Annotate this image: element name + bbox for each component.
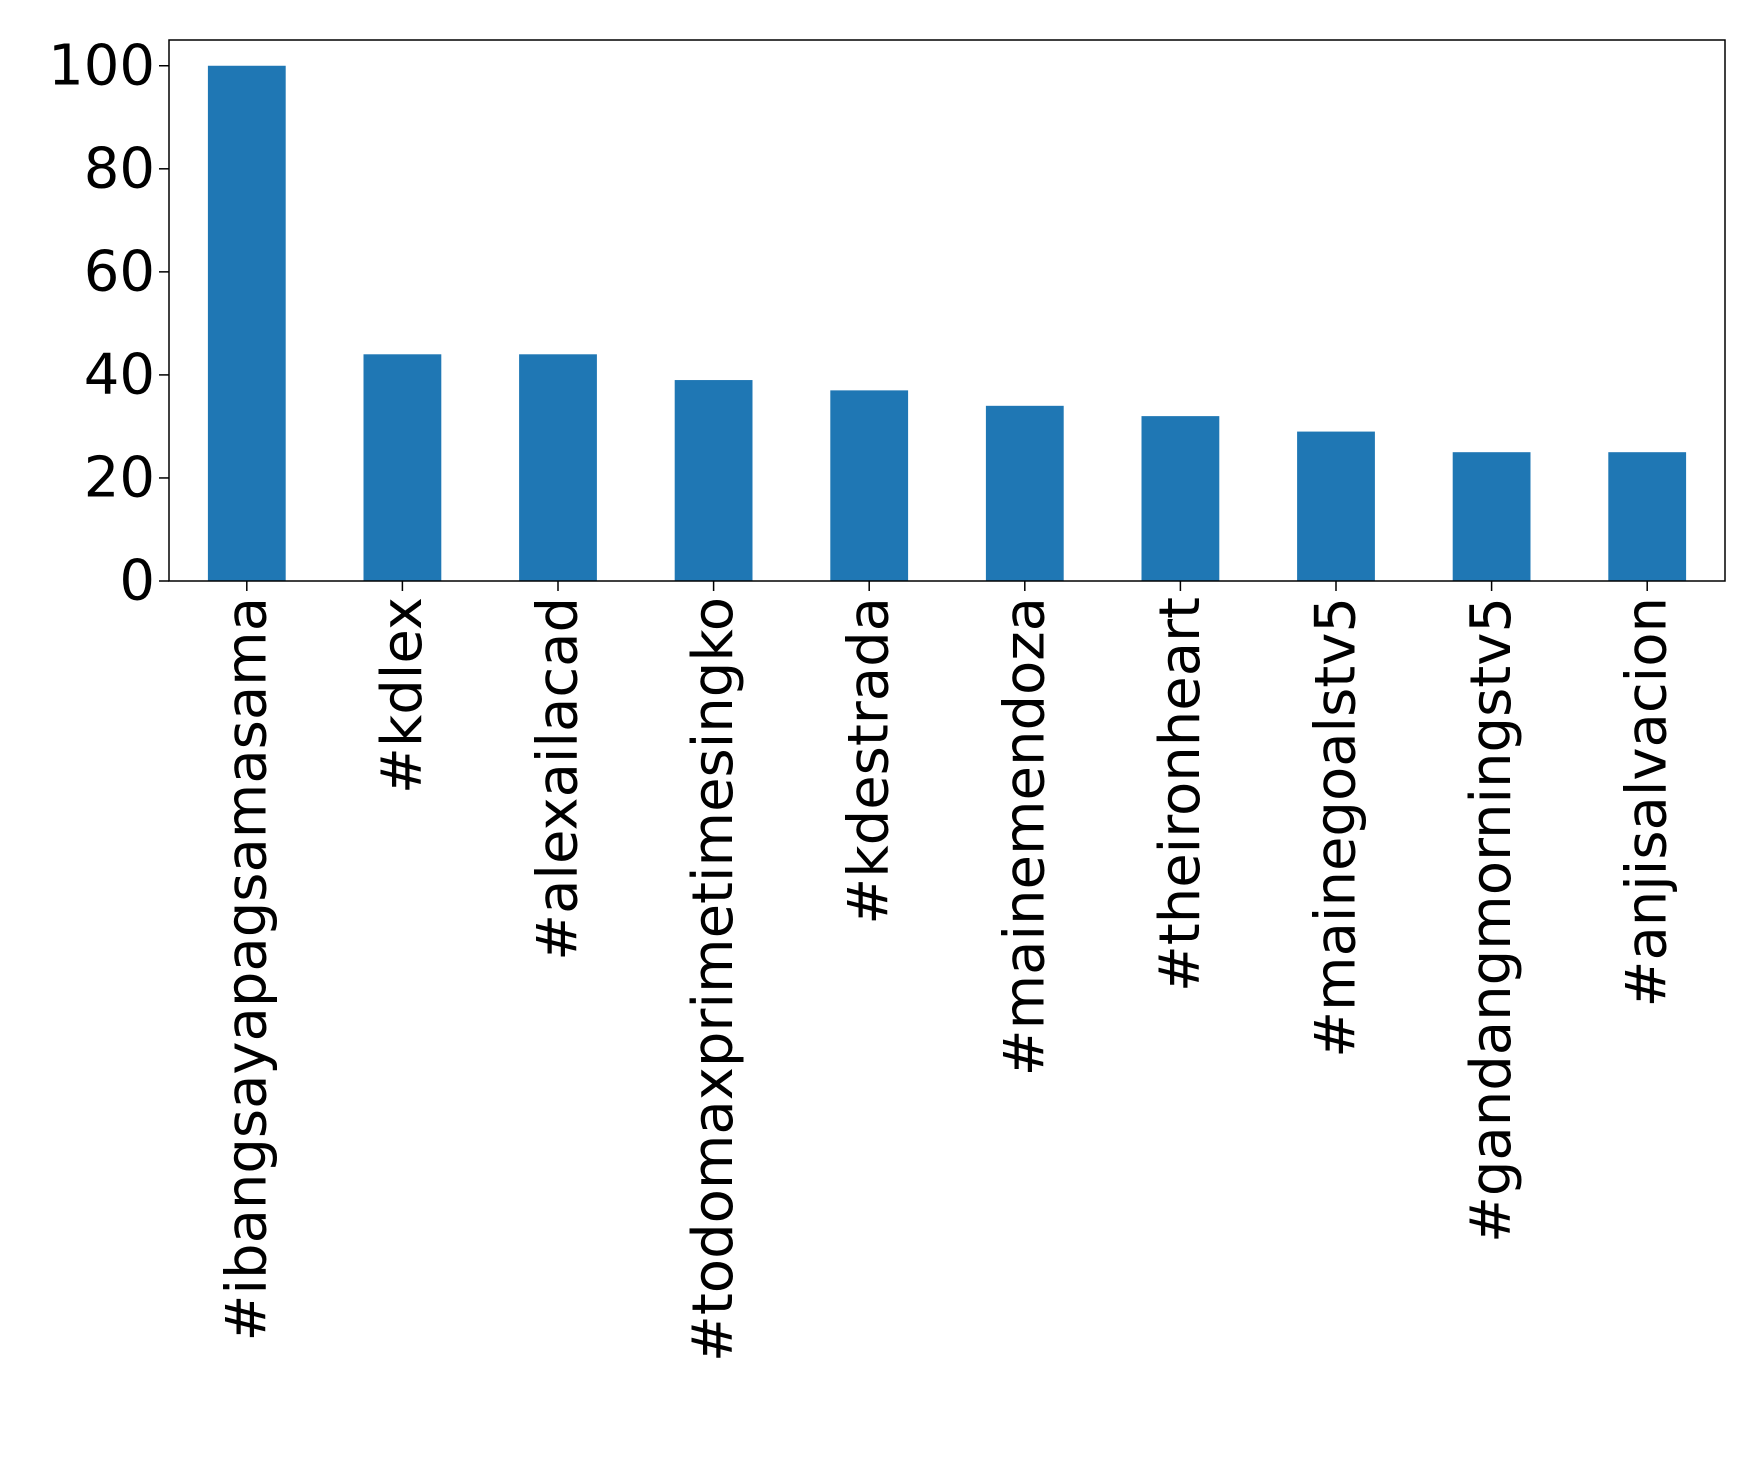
x-tick-label: #mainegoalstv5 [1304, 597, 1369, 1058]
y-tick-label: 100 [48, 33, 155, 98]
bar-7 [1141, 416, 1220, 581]
bar-8 [1297, 431, 1375, 581]
plot-frame [168, 39, 1726, 582]
x-tick-label: #kdestrada [837, 597, 902, 925]
y-tick-label: 80 [84, 136, 155, 201]
bar-9 [1452, 452, 1531, 581]
x-tick-label: #gandangmorningstv5 [1459, 597, 1524, 1243]
x-tick-label: #theironheart [1148, 597, 1213, 992]
bar-4 [674, 380, 753, 581]
y-tick-label: 0 [119, 549, 155, 614]
x-tick-label: #alexailacad [526, 597, 591, 961]
bar-10 [1608, 452, 1687, 581]
x-axis: #ibangsayapagsamasama #kdlex #alexailacad #… [214, 581, 1680, 1362]
x-tick-label: #kdlex [370, 597, 435, 794]
bars [207, 65, 1687, 581]
bar-3 [519, 354, 597, 581]
x-tick-label: #ibangsayapagsamasama [214, 597, 279, 1341]
bar-1 [207, 65, 286, 581]
bar-6 [985, 405, 1064, 581]
y-tick-label: 20 [84, 445, 155, 510]
y-tick-label: 40 [84, 342, 155, 407]
x-tick-label: #mainemendoza [992, 597, 1057, 1076]
y-axis: 0 20 40 60 80 100 [48, 33, 169, 614]
x-tick-label: #todomaxprimetimesingko [681, 597, 746, 1362]
x-tick-label: #anjisalvacion [1615, 597, 1680, 1007]
bar-5 [830, 390, 909, 581]
y-tick-label: 60 [84, 239, 155, 304]
bar-2 [363, 354, 442, 581]
